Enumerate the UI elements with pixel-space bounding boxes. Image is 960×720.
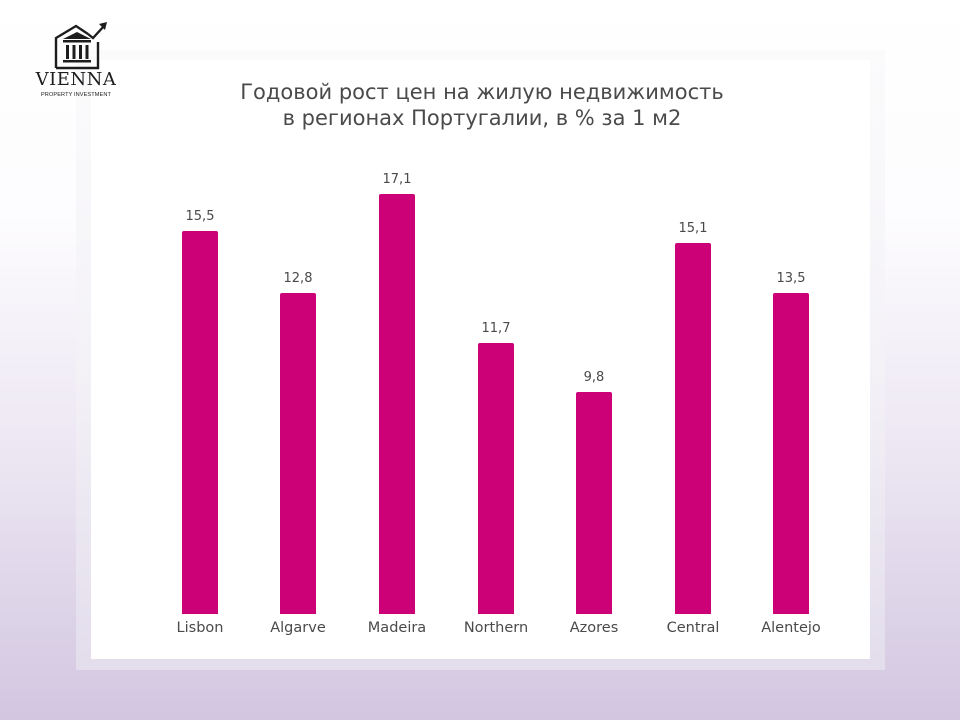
bar-group-northern: 11,7 Northern [446, 160, 546, 640]
bar-value-label: 17,1 [382, 172, 412, 187]
company-logo: VIENNA PROPERTY INVESTMENT [30, 18, 130, 103]
bar-value-label: 11,7 [481, 321, 511, 336]
category-label: Alentejo [761, 620, 821, 636]
bar-value-label: 12,8 [283, 271, 313, 286]
category-label: Northern [463, 620, 529, 636]
bar-group-alentejo: 13,5 Alentejo [741, 160, 841, 640]
bar-chart-plot: 15,5 Lisbon 12,8 Algarve 17,1 Madeira 11… [150, 160, 850, 640]
bar-group-central: 15,1 Central [643, 160, 743, 640]
bar-group-algarve: 12,8 Algarve [248, 160, 348, 640]
bar-value-label: 9,8 [583, 370, 605, 385]
category-label: Lisbon [176, 620, 224, 636]
chart-title-line-1: Годовой рост цен на жилую недвижимость [240, 80, 724, 104]
bar-value-label: 15,5 [185, 209, 215, 224]
bar-northern [478, 343, 514, 614]
category-label: Algarve [270, 620, 326, 636]
bar-algarve [280, 293, 316, 614]
category-label: Azores [569, 620, 619, 636]
bar-alentejo [773, 293, 809, 614]
bar-value-label: 13,5 [776, 271, 806, 286]
bar-value-label: 15,1 [678, 221, 708, 236]
house-columns-arrow-icon [54, 22, 107, 70]
bar-central [675, 243, 711, 614]
bar-group-lisbon: 15,5 Lisbon [150, 160, 250, 640]
chart-title: Годовой рост цен на жилую недвижимость в… [182, 79, 782, 131]
bar-group-madeira: 17,1 Madeira [347, 160, 447, 640]
bar-group-azores: 9,8 Azores [544, 160, 644, 640]
bar-azores [576, 392, 612, 614]
bar-madeira [379, 194, 415, 614]
logo-name: VIENNA [35, 69, 117, 90]
bar-lisbon [182, 231, 218, 614]
category-label: Madeira [367, 620, 427, 636]
category-label: Central [666, 620, 720, 636]
logo-subtitle: PROPERTY INVESTMENT [40, 92, 112, 98]
chart-title-line-2: в регионах Португалии, в % за 1 м2 [282, 106, 682, 130]
